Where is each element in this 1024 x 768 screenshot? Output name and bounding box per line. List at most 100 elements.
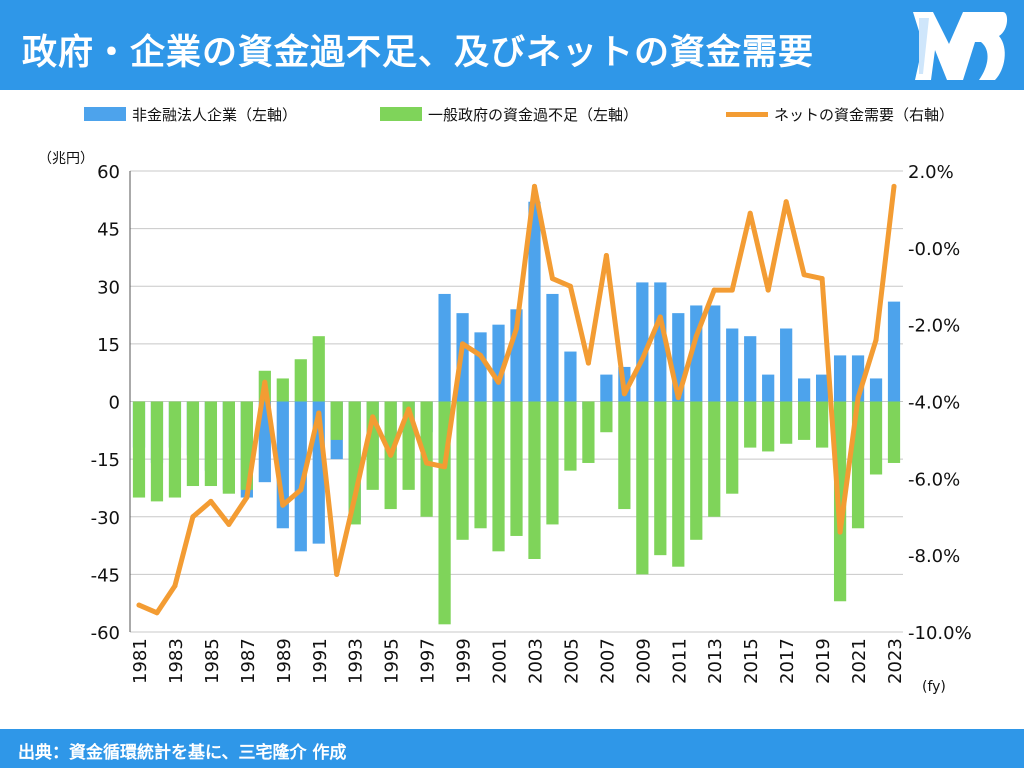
right-tick-label: 2.0%: [908, 162, 954, 183]
bar-corporate: [258, 401, 271, 483]
bar-government: [744, 401, 757, 448]
point-net-demand: [639, 356, 645, 362]
point-net-demand: [855, 395, 861, 401]
bar-government: [456, 401, 469, 540]
point-net-demand: [675, 395, 681, 401]
point-net-demand: [729, 287, 735, 293]
bar-corporate: [528, 201, 541, 402]
left-tick-label: -45: [91, 565, 120, 586]
point-net-demand: [208, 498, 214, 504]
x-tick-label: 1985: [202, 638, 223, 684]
point-net-demand: [298, 487, 304, 493]
right-tick-label: -0.0%: [908, 239, 960, 260]
bar-government: [798, 401, 811, 440]
page-title: 政府・企業の資金過不足、及びネットの資金需要: [22, 33, 815, 73]
point-net-demand: [352, 495, 358, 501]
x-tick-label: 1999: [454, 638, 475, 684]
bar-government: [492, 401, 505, 552]
point-net-demand: [478, 352, 484, 358]
point-net-demand: [316, 410, 322, 416]
x-tick-label: 1995: [382, 638, 403, 684]
bar-corporate: [815, 374, 829, 402]
bar-government: [600, 401, 613, 433]
left-tick-label: -30: [91, 508, 120, 529]
x-tick-label: 1991: [310, 638, 331, 684]
bar-corporate: [294, 401, 307, 552]
x-tick-label: 1983: [166, 638, 187, 684]
bar-corporate: [744, 336, 757, 402]
x-tick-label: 2013: [705, 638, 726, 684]
x-tick-label: 1993: [346, 638, 367, 684]
point-net-demand: [442, 464, 448, 470]
bar-corporate: [762, 374, 775, 402]
x-tick-label: 2003: [525, 638, 546, 684]
left-axis-unit: （兆円）: [38, 151, 94, 167]
bar-government: [672, 401, 685, 567]
point-net-demand: [801, 272, 807, 278]
bar-corporate: [546, 293, 559, 402]
point-net-demand: [693, 333, 699, 339]
bar-government: [887, 401, 901, 463]
x-tick-label: 2011: [669, 638, 690, 684]
bar-government: [618, 401, 631, 510]
left-tick-label: 30: [97, 277, 120, 298]
bar-government: [222, 401, 235, 494]
point-net-demand: [334, 571, 340, 577]
legend-label: ネットの資金需要（右軸）: [774, 106, 954, 124]
legend-label: 一般政府の資金過不足（左軸）: [428, 106, 638, 124]
point-net-demand: [603, 253, 609, 259]
point-net-demand: [280, 502, 286, 508]
right-tick-label: -2.0%: [908, 316, 960, 337]
point-net-demand: [891, 183, 897, 189]
bar-corporate: [654, 282, 667, 402]
bar-government: [762, 401, 775, 452]
bar-government: [582, 401, 595, 463]
x-tick-label: 2007: [597, 638, 618, 684]
x-tick-label: 1989: [274, 638, 295, 684]
left-tick-label: -60: [91, 623, 120, 644]
point-net-demand: [621, 391, 627, 397]
point-net-demand: [406, 406, 412, 412]
point-net-demand: [585, 360, 591, 366]
point-net-demand: [370, 414, 376, 420]
bar-government: [312, 336, 325, 402]
bar-government: [869, 401, 883, 475]
x-tick-label: 2023: [885, 638, 906, 684]
point-net-demand: [190, 514, 196, 520]
x-tick-label: 1981: [130, 638, 151, 684]
left-tick-label: 60: [97, 162, 120, 183]
bar-corporate: [636, 282, 649, 402]
x-tick-label: 2005: [561, 638, 582, 684]
bar-government: [132, 401, 146, 498]
bar-government: [528, 401, 541, 560]
x-tick-label: 2019: [813, 638, 834, 684]
point-net-demand: [154, 610, 160, 616]
bar-corporate: [869, 378, 883, 402]
legend-swatch: [84, 107, 126, 121]
point-net-demand: [567, 283, 573, 289]
point-net-demand: [531, 183, 537, 189]
brand-logo: [913, 12, 1008, 80]
bar-corporate: [798, 378, 811, 402]
bar-government: [294, 359, 307, 402]
point-net-demand: [172, 583, 178, 589]
bar-government: [204, 401, 218, 487]
bar-government: [708, 401, 721, 517]
legend: 非金融法人企業（左軸） 一般政府の資金過不足（左軸） ネットの資金需要（右軸）: [84, 106, 954, 124]
bar-corporate: [726, 328, 739, 402]
point-net-demand: [136, 602, 142, 608]
left-tick-label: -15: [91, 450, 120, 471]
right-tick-label: -10.0%: [908, 623, 972, 644]
point-net-demand: [244, 495, 250, 501]
right-tick-label: -8.0%: [908, 546, 960, 567]
right-tick-label: -6.0%: [908, 469, 960, 490]
left-tick-label: 45: [97, 220, 120, 241]
bar-corporate: [600, 374, 613, 402]
x-tick-label: 2017: [777, 638, 798, 684]
point-net-demand: [262, 379, 268, 385]
point-net-demand: [657, 314, 663, 320]
legend-label: 非金融法人企業（左軸）: [132, 106, 297, 124]
bar-government: [276, 378, 289, 402]
point-net-demand: [819, 276, 825, 282]
header-bar: 政府・企業の資金過不足、及びネットの資金需要: [0, 0, 1024, 90]
